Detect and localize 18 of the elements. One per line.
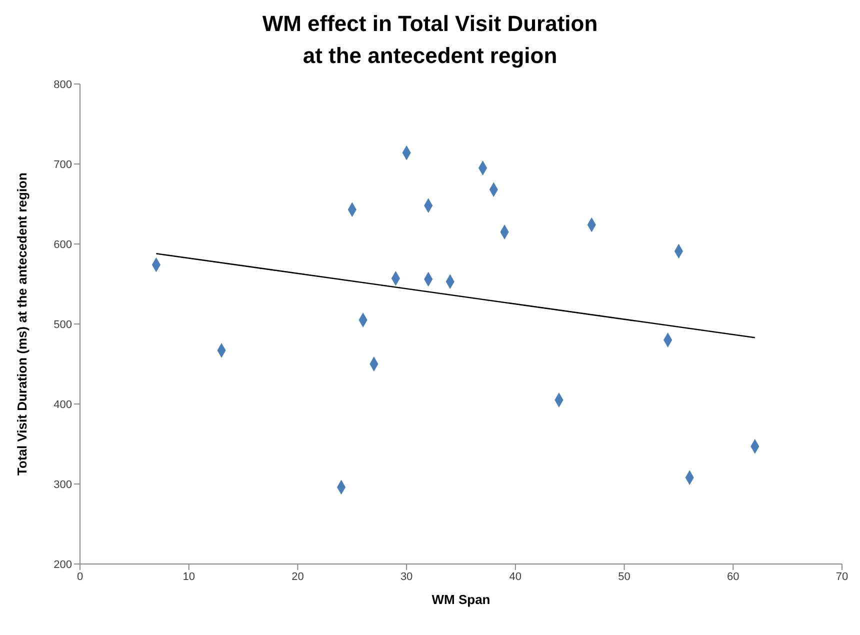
x-tick-label: 60 <box>727 570 740 583</box>
x-tick-label: 30 <box>400 570 413 583</box>
x-tick-label: 70 <box>836 570 848 583</box>
y-axis-title: Total Visit Duration (ms) at the antecedent region <box>14 172 30 476</box>
y-tick-label: 300 <box>54 478 72 491</box>
x-tick-label: 50 <box>618 570 630 583</box>
y-tick-label: 800 <box>54 78 72 91</box>
y-tick-label: 200 <box>54 558 72 571</box>
x-tick-label: 40 <box>509 570 522 583</box>
x-axis-title: WM Span <box>432 592 490 607</box>
chart-title: WM effect in Total Visit Duration at the antecedent region <box>261 10 599 70</box>
x-tick-label: 0 <box>76 570 84 583</box>
x-tick-label: 20 <box>292 570 304 583</box>
y-tick-label: 600 <box>54 238 72 251</box>
y-tick-label: 500 <box>54 318 72 331</box>
y-tick-label: 700 <box>54 158 72 171</box>
x-tick-label: 10 <box>182 570 195 583</box>
y-tick-label: 400 <box>54 398 72 411</box>
